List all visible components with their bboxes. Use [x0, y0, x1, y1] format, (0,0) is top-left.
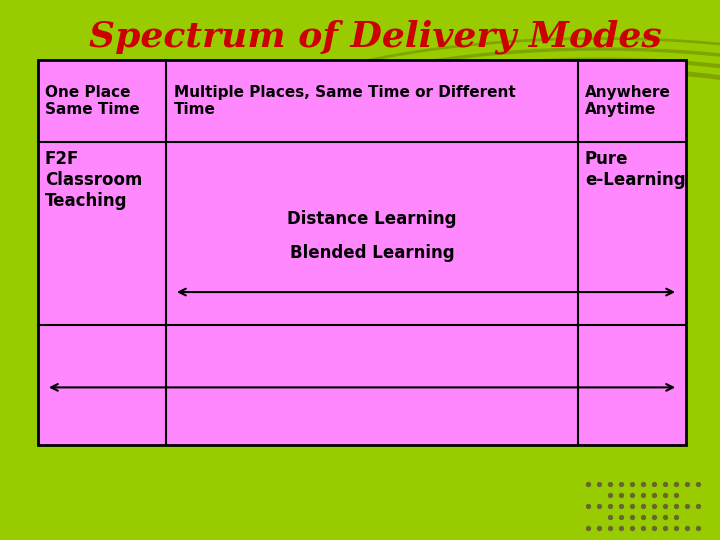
Text: Distance Learning: Distance Learning	[287, 210, 456, 227]
Bar	[38, 60, 686, 445]
Text: Multiple Places, Same Time or Different
Time: Multiple Places, Same Time or Different …	[174, 85, 516, 117]
Text: Blended Learning: Blended Learning	[289, 245, 454, 262]
Text: Spectrum of Delivery Modes: Spectrum of Delivery Modes	[89, 20, 662, 54]
Text: Anywhere
Anytime: Anywhere Anytime	[585, 85, 671, 117]
Text: Pure
e-Learning: Pure e-Learning	[585, 150, 685, 189]
Text: F2F
Classroom
Teaching: F2F Classroom Teaching	[45, 150, 143, 210]
Text: One Place
Same Time: One Place Same Time	[45, 85, 140, 117]
